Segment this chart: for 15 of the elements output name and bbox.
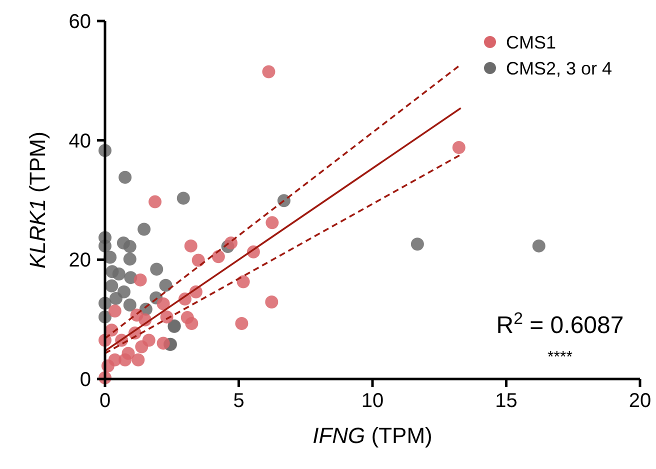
y-tick-label: 40 xyxy=(68,130,91,152)
annotation: **** xyxy=(548,349,572,366)
y-tick-label: 20 xyxy=(68,250,91,272)
x-tick-label: 5 xyxy=(233,390,244,412)
x-tick-label: 15 xyxy=(495,390,518,412)
x-tick-label: 0 xyxy=(99,390,111,412)
x-tick-label: 10 xyxy=(361,390,384,412)
annotation: R$^{2}$ = 0.6087 xyxy=(496,308,624,339)
x-axis-title: IFNG (TPM) xyxy=(312,423,432,448)
legend-label: CMS2, 3 or 4 xyxy=(506,58,612,78)
legend-label: CMS1 xyxy=(506,32,556,52)
x-tick-label: 20 xyxy=(628,390,652,412)
y-tick-label: 0 xyxy=(80,369,91,391)
y-axis-title: KLRK1 (TPM) xyxy=(25,132,50,268)
y-tick-label: 60 xyxy=(68,11,91,33)
